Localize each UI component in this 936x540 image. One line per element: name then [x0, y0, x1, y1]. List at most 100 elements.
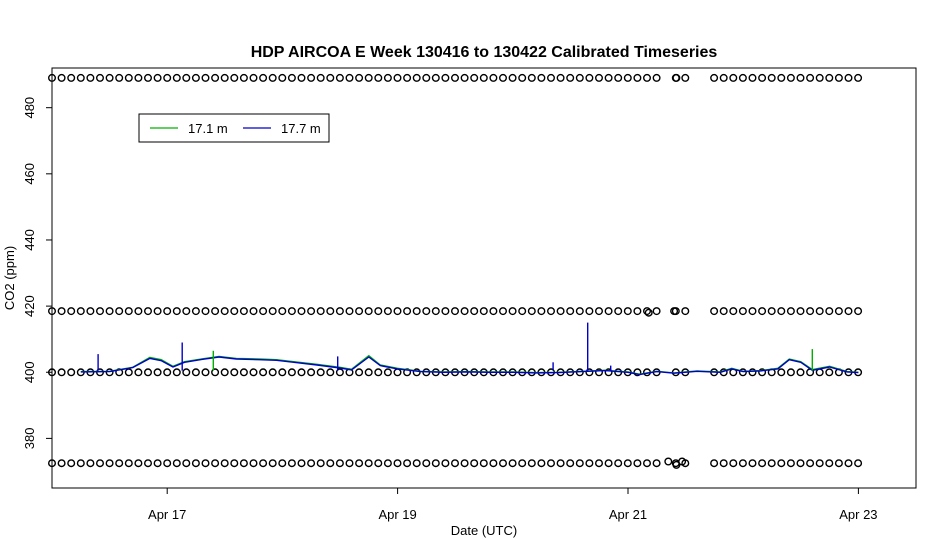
calibration-point [681, 73, 690, 82]
calibration-point [470, 73, 479, 82]
calibration-point [249, 459, 258, 468]
calibration-point [566, 459, 575, 468]
calibration-point [383, 459, 392, 468]
calibration-point [268, 368, 277, 377]
calibration-point [239, 73, 248, 82]
calibration-point [67, 73, 76, 82]
calibration-point [335, 307, 344, 316]
chart-title: HDP AIRCOA E Week 130416 to 130422 Calib… [251, 44, 718, 61]
calibration-point [614, 73, 623, 82]
y-tick-label: 460 [22, 163, 37, 185]
calibration-point [678, 457, 687, 466]
calibration-point [316, 73, 325, 82]
calibration-point [479, 73, 488, 82]
calibration-point [547, 307, 556, 316]
calibration-point [172, 459, 181, 468]
calibration-point [412, 307, 421, 316]
calibration-point [364, 73, 373, 82]
calibration-point [604, 368, 613, 377]
calibration-point [670, 307, 679, 316]
calibration-point [316, 307, 325, 316]
calibration-point [796, 307, 805, 316]
calibration-point [527, 459, 536, 468]
calibration-point [508, 73, 517, 82]
calibration-point [652, 73, 661, 82]
calibration-point [220, 73, 229, 82]
calibration-point [508, 459, 517, 468]
calibration-point [105, 73, 114, 82]
calibration-point [441, 307, 450, 316]
y-tick-label: 380 [22, 428, 37, 450]
calibration-point [239, 307, 248, 316]
calibration-point [527, 73, 536, 82]
calibration-point [153, 459, 162, 468]
calibration-point [95, 459, 104, 468]
calibration-point [287, 459, 296, 468]
x-tick-label: Apr 19 [378, 507, 416, 522]
calibration-point [431, 459, 440, 468]
calibration-point [604, 73, 613, 82]
calibration-point [211, 307, 220, 316]
calibration-point [115, 307, 124, 316]
calibration-point [623, 459, 632, 468]
calibration-point [412, 368, 421, 377]
calibration-point [748, 459, 757, 468]
calibration-point [307, 73, 316, 82]
calibration-point [595, 459, 604, 468]
calibration-point [585, 368, 594, 377]
calibration-point [134, 307, 143, 316]
calibration-point [143, 307, 152, 316]
calibration-point [748, 73, 757, 82]
calibration-point [211, 73, 220, 82]
calibration-point [182, 459, 191, 468]
calibration-point [163, 368, 172, 377]
calibration-point [230, 307, 239, 316]
calibration-point [767, 307, 776, 316]
calibration-point [95, 307, 104, 316]
calibration-point [825, 459, 834, 468]
calibration-point [643, 73, 652, 82]
calibration-point [163, 73, 172, 82]
calibration-point [143, 73, 152, 82]
calibration-point [67, 368, 76, 377]
calibration-point [595, 73, 604, 82]
calibration-point [249, 368, 258, 377]
calibration-point [643, 459, 652, 468]
calibration-point [143, 368, 152, 377]
calibration-point [115, 459, 124, 468]
calibration-point [211, 368, 220, 377]
calibration-point [268, 73, 277, 82]
calibration-point [777, 307, 786, 316]
calibration-point [345, 307, 354, 316]
calibration-point [335, 459, 344, 468]
calibration-point [191, 307, 200, 316]
series-lines [80, 322, 859, 376]
calibration-point [383, 73, 392, 82]
calibration-point [249, 307, 258, 316]
calibration-point [643, 307, 652, 316]
calibration-point [335, 73, 344, 82]
calibration-point [556, 459, 565, 468]
calibration-point [307, 459, 316, 468]
calibration-point [825, 73, 834, 82]
calibration-point [211, 459, 220, 468]
y-axis-label: CO2 (ppm) [2, 246, 17, 310]
y-tick-label: 480 [22, 97, 37, 119]
calibration-point [48, 73, 57, 82]
series-line-17-7-m [80, 356, 859, 376]
calibration-point [259, 368, 268, 377]
calibration-point [460, 459, 469, 468]
calibration-point [834, 307, 843, 316]
calibration-point [259, 307, 268, 316]
calibration-point [786, 73, 795, 82]
calibration-point [191, 73, 200, 82]
legend: 17.1 m 17.7 m [138, 113, 330, 143]
calibration-point [201, 73, 210, 82]
calibration-point [182, 307, 191, 316]
calibration-point [489, 73, 498, 82]
calibration-point [518, 73, 527, 82]
calibration-point [672, 73, 681, 82]
calibration-point [470, 459, 479, 468]
calibration-point [57, 307, 66, 316]
